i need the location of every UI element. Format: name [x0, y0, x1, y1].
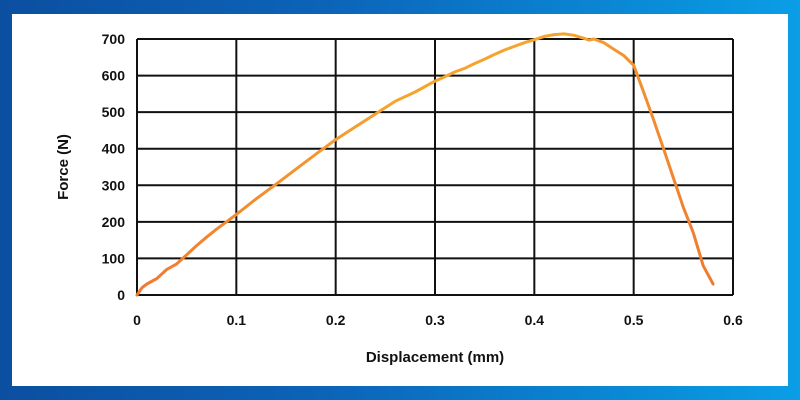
x-tick-label: 0.2: [326, 312, 346, 328]
y-tick-label: 100: [102, 250, 126, 266]
y-tick-label: 300: [102, 177, 126, 193]
x-tick-label: 0: [133, 312, 141, 328]
y-tick-label: 600: [102, 68, 126, 84]
y-axis-title: Force (N): [55, 134, 72, 200]
tick-label-layer: 0 0.1 0.2 0.3 0.4 0.5 0.6 0 100 200 300 400 500 600 70…: [102, 31, 743, 328]
force-curve-line: [135, 32, 715, 297]
y-tick-label: 200: [102, 214, 126, 230]
x-tick-label: 0.5: [624, 312, 644, 328]
x-axis-title: Displacement (mm): [366, 349, 504, 366]
y-tick-label: 400: [102, 141, 126, 157]
x-tick-label: 0.3: [425, 312, 445, 328]
x-tick-label: 0.1: [227, 312, 247, 328]
grid-layer: [136, 38, 734, 296]
y-tick-label: 500: [102, 104, 126, 120]
y-tick-label: 700: [102, 31, 126, 47]
x-tick-label: 0.4: [525, 312, 545, 328]
y-tick-label: 0: [117, 287, 125, 303]
x-tick-label: 0.6: [723, 312, 743, 328]
